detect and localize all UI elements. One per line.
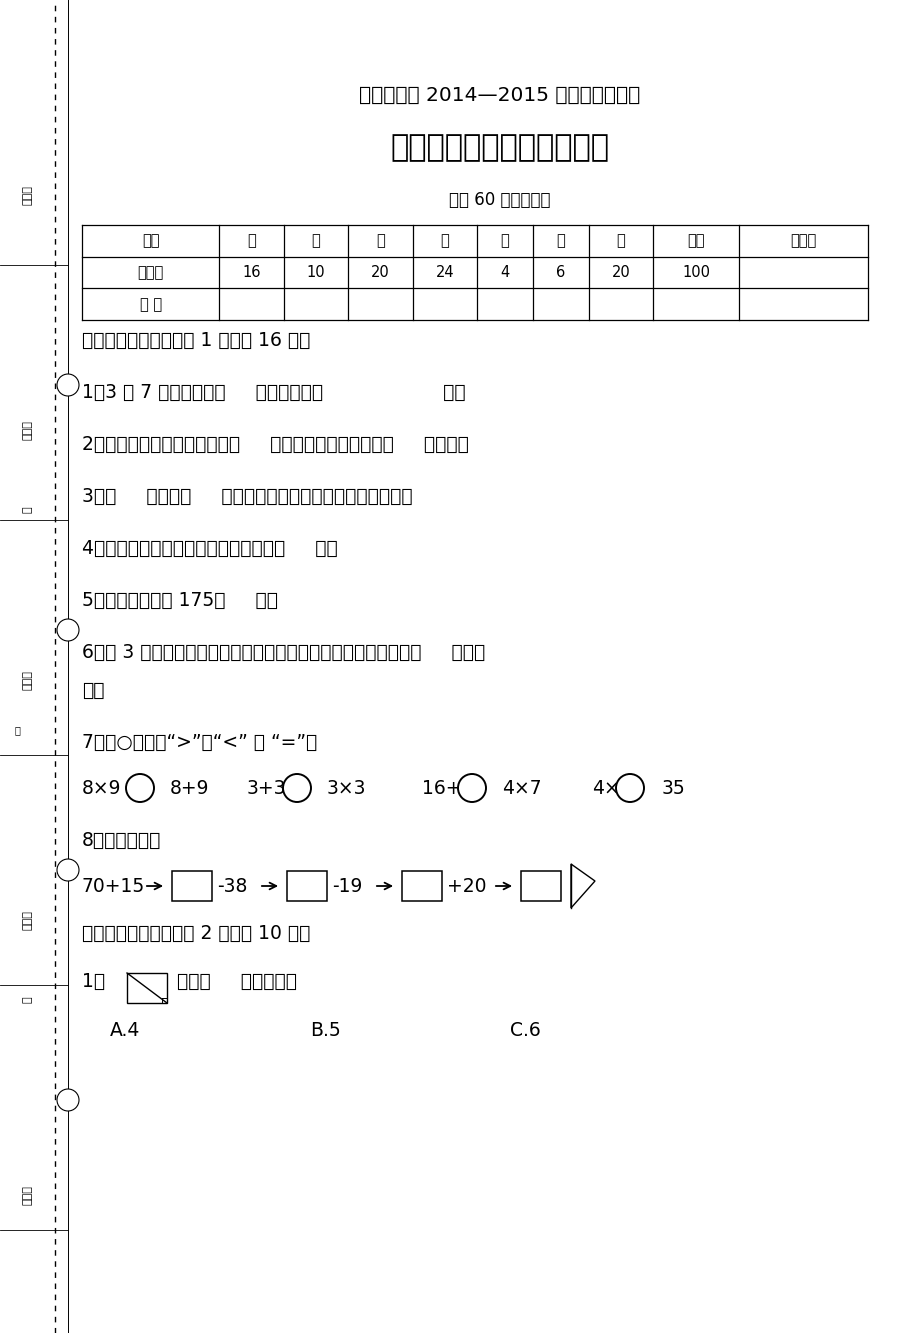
- Text: 8×9: 8×9: [82, 778, 121, 797]
- Text: 6、有 3 只小动物打电话，每两只之间通一次电话，它们共要通（     ）次电: 6、有 3 只小动物打电话，每两只之间通一次电话，它们共要通（ ）次电: [82, 643, 484, 661]
- Text: 二: 二: [312, 233, 320, 248]
- Bar: [287, 870, 326, 901]
- Text: 5、爸爸的身高是 175（     ）。: 5、爸爸的身高是 175（ ）。: [82, 591, 278, 609]
- Circle shape: [458, 774, 485, 802]
- Text: 姓名：: 姓名：: [23, 670, 33, 690]
- Text: 3、（     ）时或（     ）时整，时针和分针形成的角是直角。: 3、（ ）时或（ ）时整，时针和分针形成的角是直角。: [82, 487, 413, 505]
- Text: 五: 五: [500, 233, 509, 248]
- Text: 24: 24: [436, 265, 454, 280]
- Text: 四: 四: [440, 233, 448, 248]
- Circle shape: [57, 1089, 79, 1110]
- Text: 20: 20: [611, 265, 630, 280]
- Text: 总分: 总分: [686, 233, 704, 248]
- Text: 封: 封: [14, 725, 20, 734]
- Text: 一: 一: [247, 233, 255, 248]
- Circle shape: [57, 375, 79, 396]
- Polygon shape: [571, 864, 595, 908]
- Bar: [402, 870, 441, 901]
- Circle shape: [57, 858, 79, 881]
- Text: 学校：: 学校：: [23, 1185, 33, 1205]
- Text: 六: 六: [556, 233, 564, 248]
- Text: 10: 10: [306, 265, 325, 280]
- Text: 7、在○里填上“>”、“<” 或 “=”。: 7、在○里填上“>”、“<” 或 “=”。: [82, 733, 317, 752]
- Text: 满分值: 满分值: [138, 265, 164, 280]
- Bar: [172, 870, 211, 901]
- Circle shape: [616, 774, 643, 802]
- Circle shape: [126, 774, 153, 802]
- Text: （限 60 分钟完成）: （限 60 分钟完成）: [448, 191, 550, 209]
- Text: A.4: A.4: [110, 1021, 141, 1041]
- Text: 考号：: 考号：: [23, 185, 33, 205]
- Text: 8+9: 8+9: [170, 778, 210, 797]
- Text: 2、量比较短的物体，可以用（     ）作单位，可以用字母（     ）表示。: 2、量比较短的物体，可以用（ ）作单位，可以用字母（ ）表示。: [82, 435, 469, 453]
- Text: 8、计算接龙。: 8、计算接龙。: [82, 830, 161, 849]
- Text: 4×7: 4×7: [502, 778, 541, 797]
- Text: 班级：: 班级：: [23, 910, 33, 930]
- Text: 3+3: 3+3: [246, 778, 286, 797]
- Text: 1、: 1、: [82, 972, 105, 990]
- Text: 16+: 16+: [422, 778, 461, 797]
- Text: 二、选一选。（每小题 2 分，共 10 分）: 二、选一选。（每小题 2 分，共 10 分）: [82, 924, 310, 942]
- Text: 中有（     ）个直角。: 中有（ ）个直角。: [176, 972, 297, 990]
- Text: 考场：: 考场：: [23, 420, 33, 440]
- Text: 4、最大的两位数与最小的两位数相差（     ）。: 4、最大的两位数与最小的两位数相差（ ）。: [82, 539, 337, 557]
- Text: 20: 20: [370, 265, 390, 280]
- Text: 3×3: 3×3: [326, 778, 366, 797]
- Text: 南昌县小学 2014—2015 学年度第一学期: 南昌县小学 2014—2015 学年度第一学期: [359, 85, 640, 104]
- Text: 1、3 个 7 相加，和是（     ），列式是（                    ）。: 1、3 个 7 相加，和是（ ），列式是（ ）。: [82, 383, 465, 401]
- Text: 七: 七: [616, 233, 625, 248]
- Bar: [127, 973, 167, 1002]
- Text: 一、填一填。（每小题 1 分，共 16 分）: 一、填一填。（每小题 1 分，共 16 分）: [82, 331, 310, 349]
- Text: 得 分: 得 分: [140, 297, 162, 312]
- Text: -19: -19: [332, 877, 362, 896]
- Text: 70+15: 70+15: [82, 877, 145, 896]
- Text: B.5: B.5: [310, 1021, 340, 1041]
- Text: 35: 35: [662, 778, 685, 797]
- Text: +20: +20: [447, 877, 486, 896]
- Bar: [520, 870, 561, 901]
- Text: C.6: C.6: [509, 1021, 540, 1041]
- Circle shape: [283, 774, 311, 802]
- Text: 密: 密: [23, 997, 33, 1004]
- Text: 6: 6: [556, 265, 565, 280]
- Text: 题次: 题次: [142, 233, 159, 248]
- Text: -38: -38: [217, 877, 247, 896]
- Text: 级: 级: [23, 507, 33, 513]
- Text: 4×: 4×: [591, 778, 619, 797]
- Circle shape: [57, 619, 79, 641]
- Text: 三: 三: [376, 233, 384, 248]
- Text: 4: 4: [500, 265, 509, 280]
- Text: 100: 100: [682, 265, 709, 280]
- Text: 二年级数学学科期末测试卷: 二年级数学学科期末测试卷: [390, 133, 609, 163]
- Text: 复核人: 复核人: [789, 233, 816, 248]
- Text: 16: 16: [242, 265, 261, 280]
- Text: 话。: 话。: [82, 681, 105, 700]
